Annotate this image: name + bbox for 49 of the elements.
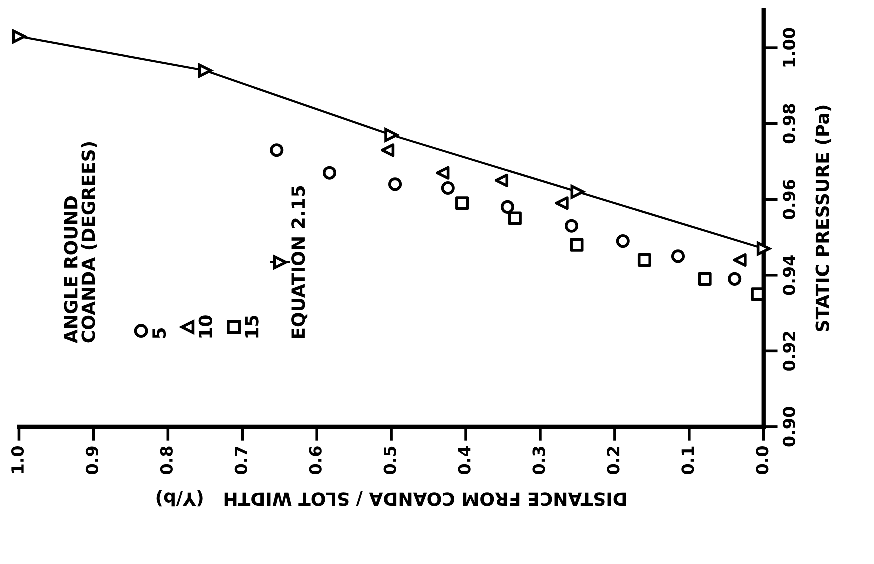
y-tick-label: 1.00 bbox=[782, 28, 796, 67]
y-tick-label: 0.98 bbox=[782, 104, 796, 144]
point bbox=[456, 196, 470, 210]
point bbox=[733, 253, 747, 267]
x-axis-title: DISTANCE FROM COANDA / SLOT WIDTH (Y/b) bbox=[156, 490, 626, 507]
point bbox=[616, 234, 630, 248]
x-tick-label: 0.5 bbox=[384, 446, 396, 474]
y-tick-label: 0.92 bbox=[782, 332, 796, 371]
point bbox=[384, 128, 398, 142]
point bbox=[555, 196, 569, 210]
point bbox=[570, 185, 585, 199]
point bbox=[570, 238, 584, 252]
legend-label: 15 bbox=[245, 316, 259, 338]
point bbox=[564, 219, 579, 233]
point bbox=[388, 178, 402, 192]
point bbox=[12, 30, 26, 44]
x-tick-label: 0.8 bbox=[160, 446, 173, 474]
legend-label: 5 bbox=[152, 328, 166, 338]
point bbox=[198, 64, 212, 78]
point bbox=[756, 242, 771, 256]
legend-label: 10 bbox=[198, 316, 212, 338]
point bbox=[638, 253, 652, 267]
x-tick-label: 1.0 bbox=[11, 446, 24, 474]
point bbox=[508, 212, 522, 226]
legend-title: ANGLE ROUND COANDA (DEGREES) bbox=[64, 142, 98, 344]
point bbox=[436, 166, 450, 180]
point bbox=[494, 174, 509, 188]
point bbox=[698, 272, 712, 286]
x-tick-label: 0.3 bbox=[532, 447, 546, 474]
x-tick-label: 0.4 bbox=[458, 446, 471, 474]
x-tick-label: 0.1 bbox=[682, 446, 694, 474]
point bbox=[728, 272, 742, 286]
y-tick-label: 0.96 bbox=[782, 180, 796, 220]
x-tick-label: 0.6 bbox=[309, 446, 322, 474]
x-tick-label: 0.0 bbox=[756, 446, 769, 474]
point bbox=[500, 200, 514, 214]
point bbox=[322, 166, 337, 180]
point bbox=[671, 250, 686, 264]
y-tick-label: 0.94 bbox=[782, 256, 796, 296]
x-tick-label: 0.2 bbox=[607, 447, 620, 474]
x-tick-label: 0.7 bbox=[234, 447, 248, 474]
point bbox=[381, 144, 395, 158]
x-tick-label: 0.9 bbox=[86, 446, 99, 474]
point bbox=[270, 144, 284, 158]
y-axis-title: STATIC PRESSURE (Pa) bbox=[815, 106, 832, 332]
point bbox=[441, 181, 455, 196]
y-tick-label: 0.90 bbox=[782, 407, 796, 447]
legend-label: EQUATION 2.15 bbox=[292, 186, 308, 338]
point bbox=[751, 288, 764, 302]
